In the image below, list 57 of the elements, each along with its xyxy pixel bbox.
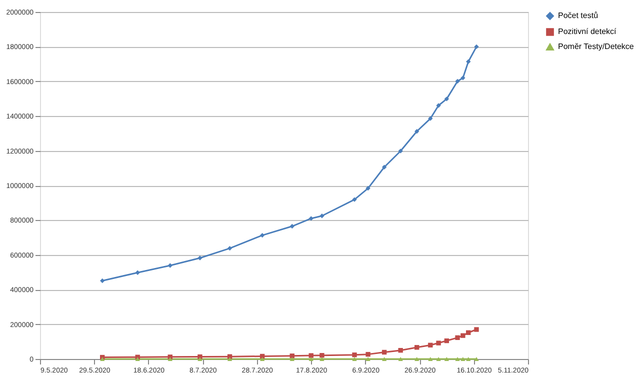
point xyxy=(474,356,479,362)
point xyxy=(382,350,387,355)
point xyxy=(460,333,466,338)
point xyxy=(352,356,357,362)
point xyxy=(474,327,479,332)
point xyxy=(455,335,460,340)
point xyxy=(466,356,471,362)
point xyxy=(320,214,324,218)
point xyxy=(455,356,460,362)
point xyxy=(444,338,450,344)
point xyxy=(366,352,370,357)
point xyxy=(414,129,420,134)
point xyxy=(474,44,479,50)
point xyxy=(198,256,202,260)
point xyxy=(428,116,433,121)
point xyxy=(198,354,202,360)
point xyxy=(398,148,403,154)
point xyxy=(100,278,105,284)
point xyxy=(308,216,314,221)
legend-label: Poměr Testy/Detekce xyxy=(558,42,634,51)
point xyxy=(436,356,441,362)
point xyxy=(352,352,357,358)
point xyxy=(290,224,294,229)
point xyxy=(227,356,232,362)
point xyxy=(198,356,202,362)
point xyxy=(366,356,370,362)
point xyxy=(290,356,294,362)
point xyxy=(366,186,370,191)
point xyxy=(455,78,460,84)
point xyxy=(260,356,265,362)
point xyxy=(466,330,471,335)
legend-label: Pozitivní detekcí xyxy=(558,27,618,36)
point xyxy=(398,348,403,353)
point xyxy=(227,246,232,251)
point xyxy=(414,345,420,350)
point xyxy=(444,96,450,102)
point xyxy=(308,353,314,358)
point xyxy=(428,342,433,348)
point xyxy=(352,197,357,202)
point xyxy=(135,270,140,275)
point xyxy=(460,76,466,80)
point xyxy=(308,356,314,362)
point xyxy=(320,353,324,358)
point xyxy=(436,103,441,108)
point xyxy=(428,356,433,362)
point xyxy=(436,340,441,346)
point xyxy=(382,164,387,170)
point xyxy=(168,263,172,268)
point xyxy=(466,59,471,64)
point xyxy=(444,356,450,362)
point xyxy=(260,232,265,238)
point xyxy=(460,356,466,362)
point xyxy=(414,356,420,362)
point xyxy=(382,356,387,362)
point xyxy=(320,356,324,362)
point xyxy=(398,356,403,362)
legend-label: Počet testů xyxy=(558,11,598,20)
